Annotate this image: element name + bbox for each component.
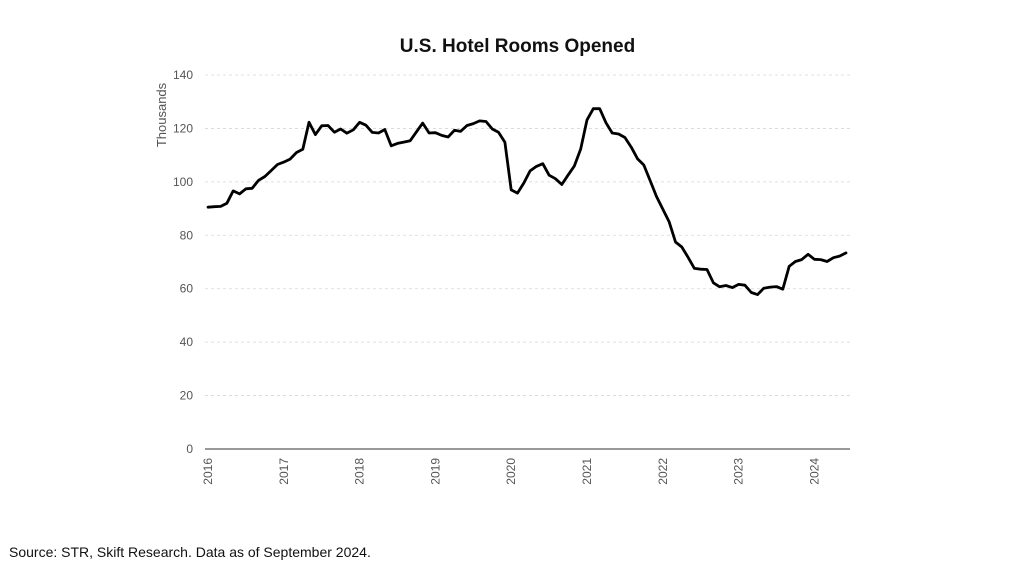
x-tick-label: 2017 (277, 458, 291, 485)
y-tick-label: 60 (180, 282, 194, 296)
y-tick-label: 120 (173, 121, 193, 135)
y-tick-label: 20 (180, 389, 194, 403)
source-note: Source: STR, Skift Research. Data as of … (9, 544, 371, 560)
y-axis-ticks: 0 20 40 60 80 100 120 140 (173, 68, 193, 456)
x-tick-label: 2018 (353, 458, 367, 485)
x-tick-label: 2019 (428, 458, 442, 485)
x-axis-ticks: 2016 2017 2018 2019 2020 2021 2022 2023 2024 (201, 458, 821, 485)
y-tick-label: 40 (180, 335, 194, 349)
gridlines (205, 74, 850, 450)
series-line (206, 107, 848, 297)
x-tick-label: 2020 (504, 458, 518, 485)
y-tick-label: 80 (180, 228, 194, 242)
y-axis-label: Thousands (154, 82, 169, 147)
x-tick-label: 2016 (201, 458, 215, 485)
series-layer (206, 107, 848, 297)
y-tick-label: 100 (173, 175, 193, 189)
x-tick-label: 2022 (656, 458, 670, 485)
x-tick-label: 2023 (732, 458, 746, 485)
chart-title: U.S. Hotel Rooms Opened (399, 36, 636, 57)
y-tick-label: 0 (186, 442, 193, 456)
x-tick-label: 2024 (807, 458, 821, 485)
x-tick-label: 2021 (580, 458, 594, 485)
y-tick-label: 140 (173, 68, 193, 82)
